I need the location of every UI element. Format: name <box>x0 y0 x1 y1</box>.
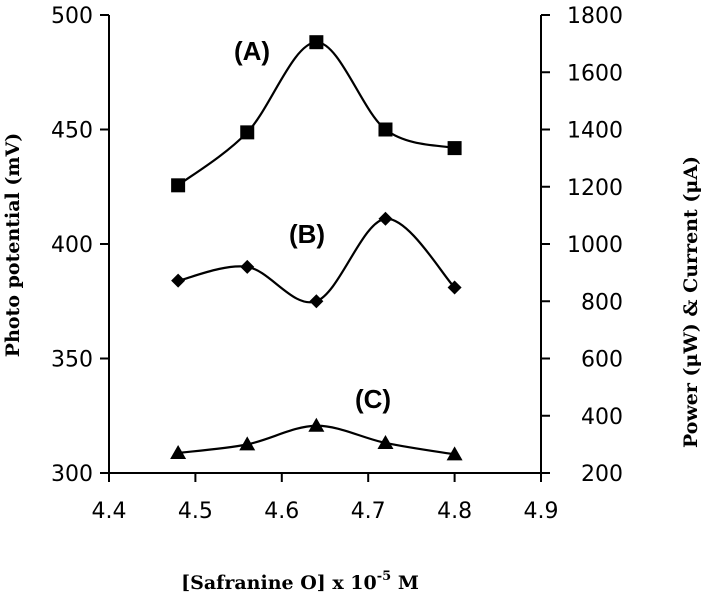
y-left-tick-label: 450 <box>51 119 93 144</box>
y-right-tick-label: 1200 <box>567 176 623 201</box>
data-point <box>239 436 256 451</box>
y-right-tick-label: 1800 <box>567 4 623 29</box>
data-point <box>447 280 462 295</box>
y-left-tick-label: 350 <box>51 348 93 373</box>
y-right-tick-label: 200 <box>581 462 623 487</box>
y-right-tick-label: 1600 <box>567 61 623 86</box>
y-left-tick-label: 500 <box>51 4 93 29</box>
y-left-tick-label: 300 <box>51 462 93 487</box>
series-label: (B) <box>289 219 325 249</box>
x-tick-label: 4.4 <box>92 499 127 524</box>
data-point <box>308 417 325 432</box>
data-point <box>378 211 393 226</box>
x-tick-label: 4.7 <box>351 499 386 524</box>
x-tick-label: 4.6 <box>264 499 299 524</box>
y-left-tick-label: 400 <box>51 233 93 258</box>
ticks: 4.4 4.5 4.6 4.7 4.8 4.9 300 350 400 450 500 200 400 6… <box>51 4 623 524</box>
data-point <box>170 444 187 459</box>
y-right-tick-label: 600 <box>581 348 623 373</box>
series-3: (C) <box>170 384 463 461</box>
right-y-axis-title: Power (μW) & Current (μA) <box>680 156 702 448</box>
data-point <box>171 273 186 288</box>
x-tick-label: 4.9 <box>524 499 559 524</box>
y-right-tick-label: 1400 <box>567 119 623 144</box>
left-y-axis-title: Photo potential (mV) <box>2 133 24 357</box>
data-point <box>309 35 324 50</box>
x-axis-title: [Safranine O] x 10-5 M <box>181 569 419 594</box>
data-point <box>378 122 393 137</box>
data-point <box>377 434 394 449</box>
series-label: (A) <box>234 36 270 66</box>
data-point <box>240 125 255 140</box>
data-point <box>447 141 462 156</box>
x-tick-label: 4.8 <box>437 499 472 524</box>
series-2-line <box>177 217 456 304</box>
series-1-line <box>177 41 455 187</box>
series-2: (B) <box>171 211 462 309</box>
data-point <box>446 446 463 461</box>
y-right-tick-label: 400 <box>581 405 623 430</box>
data-point <box>309 294 324 309</box>
data-point <box>240 259 255 274</box>
series-1: (A) <box>171 35 462 193</box>
series-layer: (A) (B) (C) <box>170 35 463 461</box>
y-right-tick-label: 800 <box>581 290 623 315</box>
y-right-tick-label: 1000 <box>567 233 623 258</box>
data-point <box>171 178 186 193</box>
series-label: (C) <box>355 384 391 414</box>
x-tick-label: 4.5 <box>178 499 213 524</box>
